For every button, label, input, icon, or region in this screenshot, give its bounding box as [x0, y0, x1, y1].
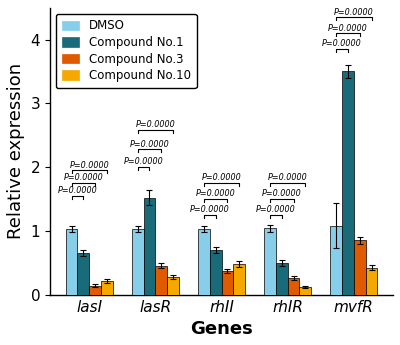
Bar: [167, 277, 179, 295]
Bar: [198, 229, 210, 295]
Text: P=0.0000: P=0.0000: [262, 189, 302, 198]
Text: P=0.0000: P=0.0000: [124, 157, 164, 167]
X-axis label: Genes: Genes: [190, 320, 253, 338]
Text: P=0.0000: P=0.0000: [322, 39, 362, 49]
Text: P=0.0000: P=0.0000: [328, 23, 368, 32]
Bar: [330, 226, 342, 295]
Bar: [78, 253, 89, 295]
Bar: [210, 250, 222, 295]
Text: P=0.0000: P=0.0000: [130, 140, 169, 149]
Bar: [276, 263, 288, 295]
Bar: [234, 264, 245, 295]
Bar: [342, 71, 354, 295]
Y-axis label: Relative expression: Relative expression: [7, 63, 25, 239]
Legend: DMSO, Compound No.1, Compound No.3, Compound No.10: DMSO, Compound No.1, Compound No.3, Comp…: [56, 13, 197, 88]
Bar: [300, 287, 311, 295]
Text: P=0.0000: P=0.0000: [190, 205, 230, 214]
Text: P=0.0000: P=0.0000: [202, 174, 241, 183]
Bar: [156, 266, 167, 295]
Bar: [132, 229, 144, 295]
Bar: [354, 240, 366, 295]
Text: P=0.0000: P=0.0000: [268, 174, 308, 183]
Bar: [144, 198, 156, 295]
Bar: [101, 280, 113, 295]
Text: P=0.0000: P=0.0000: [256, 205, 296, 214]
Text: P=0.0000: P=0.0000: [64, 174, 103, 183]
Bar: [288, 278, 300, 295]
Bar: [366, 268, 378, 295]
Text: P=0.0000: P=0.0000: [334, 8, 374, 17]
Text: P=0.0000: P=0.0000: [196, 189, 236, 198]
Text: P=0.0000: P=0.0000: [70, 161, 109, 170]
Text: P=0.0000: P=0.0000: [58, 186, 97, 195]
Bar: [222, 271, 234, 295]
Bar: [66, 229, 78, 295]
Text: P=0.0000: P=0.0000: [136, 120, 175, 129]
Bar: [264, 228, 276, 295]
Bar: [89, 286, 101, 295]
